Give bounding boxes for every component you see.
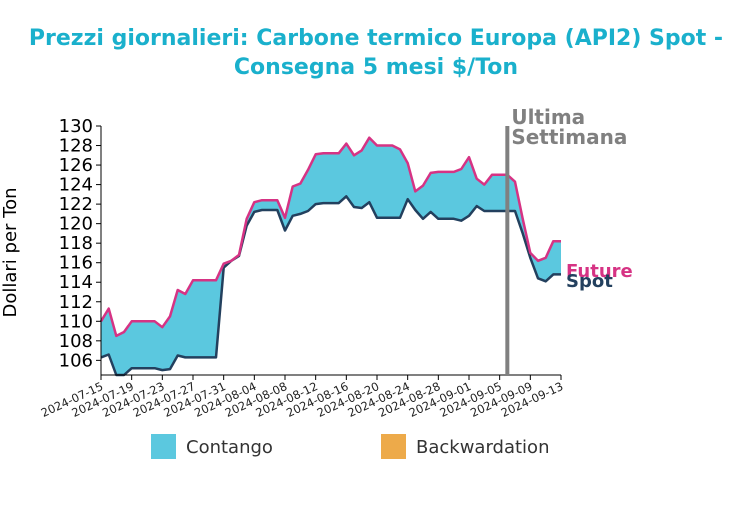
y-tick-label: 124 (59, 175, 93, 196)
future-series-line (99, 136, 561, 338)
legend-label-contango: Contango (186, 437, 273, 458)
chart-title: Prezzi giornalieri: Carbone termico Euro… (0, 24, 752, 82)
y-tick-label: 122 (59, 194, 93, 215)
spot-series-label: Spot (566, 271, 613, 292)
y-tick-label: 108 (59, 331, 93, 352)
y-axis-label: Dollari per Ton (0, 187, 21, 317)
title-line-1: Prezzi giornalieri: Carbone termico Euro… (28, 26, 724, 51)
y-tick-label: 130 (59, 116, 93, 137)
future-series-label: Future (566, 261, 633, 282)
spot-series-line (100, 195, 561, 377)
y-tick-label: 120 (59, 214, 93, 235)
y-tick-label: 110 (59, 311, 93, 332)
y-tick-label: 118 (59, 233, 93, 254)
y-tick-label: 128 (59, 136, 93, 157)
legend-swatch-backwardation (381, 434, 406, 459)
title-line-2: Consegna 5 mesi $/Ton (233, 55, 519, 80)
y-tick-label: 126 (59, 155, 93, 176)
y-tick-label: 116 (59, 253, 93, 274)
annotation-label-line-1: Ultima (511, 105, 585, 129)
legend-swatch-contango (151, 434, 176, 459)
legend-label-backwardation: Backwardation (416, 437, 549, 458)
y-tick-label: 106 (59, 350, 93, 371)
contango-area (101, 137, 561, 375)
y-tick-label: 114 (59, 272, 93, 293)
annotation-label-line-2: Settimana (511, 125, 627, 149)
y-tick-label: 112 (59, 292, 93, 313)
